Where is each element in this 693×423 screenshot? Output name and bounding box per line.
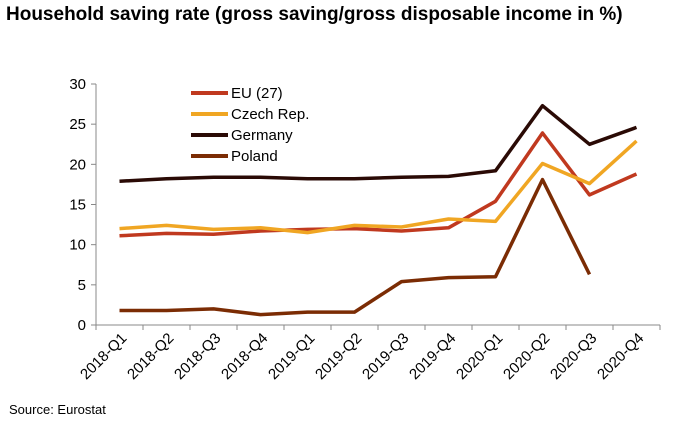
y-tick-label: 5 — [78, 277, 86, 294]
legend-label: Germany — [231, 127, 293, 144]
series-line — [119, 177, 592, 317]
x-tick-label: 2020-Q1 — [453, 330, 506, 383]
x-tick-label: 2019-Q3 — [359, 330, 412, 383]
legend-label: Czech Rep. — [231, 106, 309, 123]
x-tick-label: 2019-Q4 — [406, 330, 459, 383]
x-tick-label: 2020-Q4 — [594, 330, 647, 383]
chart-title: Household saving rate (gross saving/gros… — [6, 4, 623, 25]
x-tick-label: 2019-Q2 — [312, 330, 365, 383]
series-line — [119, 139, 638, 235]
legend-label: EU (27) — [231, 85, 283, 102]
y-tick-label: 0 — [78, 317, 86, 334]
x-tick-label: 2020-Q2 — [500, 330, 553, 383]
x-tick-label: 2020-Q3 — [547, 330, 600, 383]
x-tick-label: 2019-Q1 — [265, 330, 318, 383]
x-tick-label: 2018-Q1 — [77, 330, 130, 383]
series-line — [119, 103, 638, 183]
x-tick-label: 2018-Q3 — [171, 330, 224, 383]
y-tick-label: 30 — [69, 76, 86, 93]
y-tick-label: 25 — [69, 116, 86, 133]
series-lines — [119, 103, 638, 317]
series-line — [119, 131, 638, 238]
y-tick-label: 10 — [69, 237, 86, 254]
x-tick-label: 2018-Q2 — [124, 330, 177, 383]
legend-label: Poland — [231, 148, 278, 165]
x-tick-label: 2018-Q4 — [218, 330, 271, 383]
y-tick-label: 15 — [69, 197, 86, 214]
source-note: Source: Eurostat — [9, 402, 106, 417]
y-tick-label: 20 — [69, 156, 86, 173]
legend: EU (27) Czech Rep. Germany Poland — [191, 85, 309, 165]
